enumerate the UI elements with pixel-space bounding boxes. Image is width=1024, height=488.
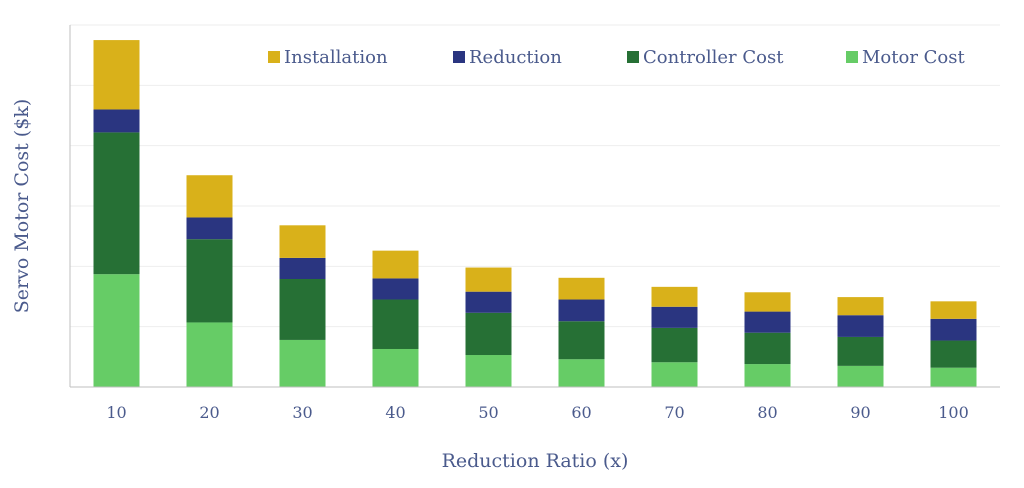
x-tick-labels: 10 20 30 40 50 60 70 80 90 100 — [106, 403, 968, 422]
x-axis-title: Reduction Ratio (x) — [442, 450, 629, 472]
bar-segment-installation-90 — [837, 297, 884, 316]
legend-label-reduction: Reduction — [469, 47, 562, 68]
bar-segment-installation-70 — [651, 286, 698, 307]
x-tick-label: 90 — [850, 403, 870, 422]
bar-segment-motor-cost-30 — [279, 339, 326, 387]
bar-segment-motor-cost-80 — [744, 364, 791, 387]
x-tick-label: 70 — [664, 403, 684, 422]
bar-segment-reduction-50 — [465, 291, 512, 313]
legend-swatch-reduction — [453, 51, 465, 63]
bar-segment-reduction-30 — [279, 257, 326, 280]
bar-segment-reduction-70 — [651, 306, 698, 328]
bar-segment-motor-cost-100 — [930, 367, 977, 387]
bar-segment-controller-cost-90 — [837, 336, 884, 366]
bar-segment-controller-cost-100 — [930, 340, 977, 368]
bar-segment-controller-cost-50 — [465, 312, 512, 356]
legend-swatch-installation — [268, 51, 280, 63]
bar-segment-motor-cost-10 — [93, 274, 140, 387]
bar-segment-motor-cost-60 — [558, 359, 605, 387]
legend: Installation Reduction Controller Cost Moto… — [268, 47, 966, 68]
bar-segment-reduction-100 — [930, 318, 977, 341]
x-tick-label: 10 — [106, 403, 126, 422]
bar-segment-installation-80 — [744, 292, 791, 312]
bar-segment-installation-30 — [279, 225, 326, 258]
bar-segment-reduction-20 — [186, 217, 233, 240]
bar-segment-reduction-90 — [837, 315, 884, 337]
bar-segment-reduction-10 — [93, 109, 140, 133]
bar-segment-controller-cost-80 — [744, 332, 791, 365]
bar-segment-installation-20 — [186, 175, 233, 218]
bar-segment-installation-100 — [930, 301, 977, 319]
y-axis-title: Servo Motor Cost ($k) — [11, 99, 33, 313]
bar-segment-controller-cost-30 — [279, 279, 326, 340]
legend-swatch-controller-cost — [627, 51, 639, 63]
bar-segment-installation-10 — [93, 40, 140, 110]
bar-segment-reduction-80 — [744, 311, 791, 333]
bar-segment-motor-cost-90 — [837, 365, 884, 387]
bar-segment-controller-cost-10 — [93, 132, 140, 275]
legend-label-motor-cost: Motor Cost — [862, 47, 966, 68]
bar-segment-installation-40 — [372, 250, 419, 279]
bar-segment-controller-cost-40 — [372, 299, 419, 349]
legend-swatch-motor-cost — [846, 51, 858, 63]
x-tick-label: 60 — [571, 403, 591, 422]
bar-segment-controller-cost-60 — [558, 321, 605, 360]
bar-segment-controller-cost-70 — [651, 327, 698, 363]
x-tick-label: 30 — [292, 403, 312, 422]
bar-segment-installation-60 — [558, 277, 605, 300]
bar-segment-motor-cost-20 — [186, 322, 233, 387]
bar-segment-motor-cost-50 — [465, 355, 512, 387]
legend-label-installation: Installation — [284, 47, 388, 68]
bar-segment-reduction-60 — [558, 299, 605, 322]
bar-segment-installation-50 — [465, 267, 512, 292]
bar-segment-motor-cost-70 — [651, 362, 698, 387]
bar-segment-reduction-40 — [372, 278, 419, 300]
bar-segment-motor-cost-40 — [372, 348, 419, 387]
x-tick-label: 50 — [478, 403, 498, 422]
legend-label-controller-cost: Controller Cost — [643, 47, 784, 68]
x-tick-label: 100 — [938, 403, 969, 422]
x-tick-label: 20 — [199, 403, 219, 422]
x-tick-label: 40 — [385, 403, 405, 422]
x-tick-label: 80 — [757, 403, 777, 422]
bar-segment-controller-cost-20 — [186, 239, 233, 323]
bars — [93, 40, 977, 387]
